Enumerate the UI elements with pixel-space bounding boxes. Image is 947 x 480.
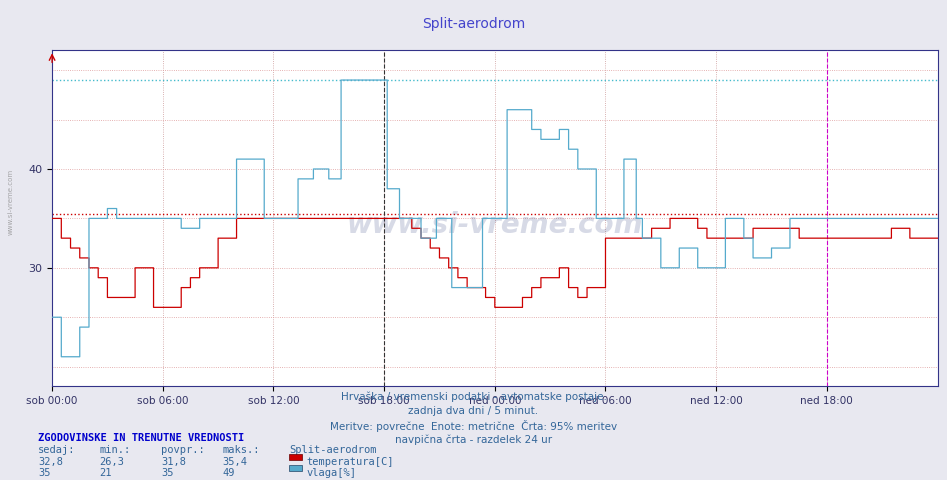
- Text: www.si-vreme.com: www.si-vreme.com: [8, 168, 13, 235]
- Text: min.:: min.:: [99, 445, 131, 456]
- Text: 49: 49: [223, 468, 235, 479]
- Text: 35: 35: [161, 468, 173, 479]
- Text: www.si-vreme.com: www.si-vreme.com: [347, 211, 643, 239]
- Text: vlaga[%]: vlaga[%]: [307, 468, 357, 479]
- Text: Hrvaška / vremenski podatki - avtomatske postaje.: Hrvaška / vremenski podatki - avtomatske…: [341, 391, 606, 402]
- Text: 35: 35: [38, 468, 50, 479]
- Text: zadnja dva dni / 5 minut.: zadnja dva dni / 5 minut.: [408, 406, 539, 416]
- Text: ZGODOVINSKE IN TRENUTNE VREDNOSTI: ZGODOVINSKE IN TRENUTNE VREDNOSTI: [38, 433, 244, 443]
- Text: 32,8: 32,8: [38, 457, 63, 467]
- Text: maks.:: maks.:: [223, 445, 260, 456]
- Text: povpr.:: povpr.:: [161, 445, 205, 456]
- Text: sedaj:: sedaj:: [38, 445, 76, 456]
- Text: 26,3: 26,3: [99, 457, 124, 467]
- Text: Meritve: povrečne  Enote: metrične  Črta: 95% meritev: Meritve: povrečne Enote: metrične Črta: …: [330, 420, 617, 432]
- Text: 21: 21: [99, 468, 112, 479]
- Text: 31,8: 31,8: [161, 457, 186, 467]
- Text: navpična črta - razdelek 24 ur: navpična črta - razdelek 24 ur: [395, 434, 552, 445]
- Text: Split-aerodrom: Split-aerodrom: [289, 445, 376, 456]
- Text: Split-aerodrom: Split-aerodrom: [421, 17, 526, 31]
- Text: 35,4: 35,4: [223, 457, 247, 467]
- Text: temperatura[C]: temperatura[C]: [307, 457, 394, 467]
